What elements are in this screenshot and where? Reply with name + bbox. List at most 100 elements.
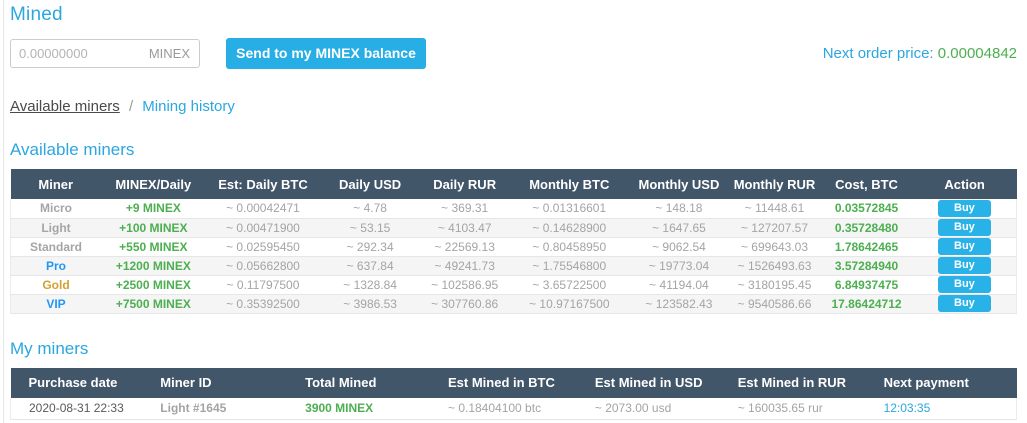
action-cell: Buy xyxy=(912,237,1017,257)
daily-rur-cell: ~ 307760.86 xyxy=(419,294,510,314)
next-order-price-label: Next order price: xyxy=(822,44,934,62)
monthly-usd-cell: ~ 19773.04 xyxy=(629,256,729,276)
minex-daily-cell: +2500 MINEX xyxy=(101,275,206,295)
page-title: Mined xyxy=(10,4,63,25)
est-btc-cell: ~ 0.18404100 btc xyxy=(429,397,577,420)
daily-usd-cell: ~ 637.84 xyxy=(320,256,420,276)
est-rur-cell: ~ 160035.65 rur xyxy=(719,397,866,420)
daily-usd-cell: ~ 3986.53 xyxy=(320,294,420,314)
monthly-btc-cell: ~ 0.14628900 xyxy=(509,218,630,238)
action-cell: Buy xyxy=(912,218,1017,238)
purchase-date-cell: 2020-08-31 22:33 xyxy=(10,397,143,420)
monthly-rur-cell: ~ 127207.57 xyxy=(728,218,821,238)
action-cell: Buy xyxy=(912,294,1017,314)
column-header-miner-id: Miner ID xyxy=(142,367,288,398)
column-header-daily-rur: Daily RUR xyxy=(419,169,510,199)
column-header-monthly-usd: Monthly USD xyxy=(629,169,729,199)
next-payment-cell: 12:03:35 xyxy=(865,397,1017,420)
send-balance-button[interactable]: Send to my MINEX balance xyxy=(226,37,426,69)
available-miners-table: Miner MINEX/Daily Est: Daily BTC Daily U… xyxy=(10,169,1017,314)
daily-usd-cell: ~ 4.78 xyxy=(320,199,420,219)
daily-usd-cell: ~ 292.34 xyxy=(320,237,420,257)
available-miners-header-row: Miner MINEX/Daily Est: Daily BTC Daily U… xyxy=(10,169,1017,199)
column-header-action: Action xyxy=(912,169,1017,199)
monthly-usd-cell: ~ 148.18 xyxy=(629,199,729,219)
page-left-edge xyxy=(3,0,4,423)
minex-daily-cell: +100 MINEX xyxy=(101,218,206,238)
daily-btc-cell: ~ 0.00042471 xyxy=(205,199,321,219)
column-header-daily-btc: Est: Daily BTC xyxy=(205,169,321,199)
daily-btc-cell: ~ 0.02595450 xyxy=(205,237,321,257)
column-header-daily-usd: Daily USD xyxy=(320,169,420,199)
miner-name-cell: Pro xyxy=(10,256,102,276)
miner-row: Light +100 MINEX ~ 0.00471900 ~ 53.15 ~ … xyxy=(10,218,1017,238)
monthly-usd-cell: ~ 1647.65 xyxy=(629,218,729,238)
currency-suffix: MINEX xyxy=(148,45,190,61)
miner-name-cell: Gold xyxy=(10,275,102,295)
my-miners-header-row: Purchase date Miner ID Total Mined Est M… xyxy=(10,367,1017,398)
cost-btc-cell: 3.57284940 xyxy=(820,256,913,276)
monthly-rur-cell: ~ 699643.03 xyxy=(728,237,821,257)
monthly-btc-cell: ~ 0.01316601 xyxy=(509,199,630,219)
monthly-btc-cell: ~ 0.80458950 xyxy=(509,237,630,257)
monthly-rur-cell: ~ 9540586.66 xyxy=(728,294,821,314)
monthly-usd-cell: ~ 123582.43 xyxy=(629,294,729,314)
buy-button[interactable]: Buy xyxy=(938,199,991,217)
est-usd-cell: ~ 2073.00 usd xyxy=(576,397,720,420)
monthly-usd-cell: ~ 9062.54 xyxy=(629,237,729,257)
next-order-price: Next order price: 0.00004842 xyxy=(823,45,1017,62)
miner-name-cell: Micro xyxy=(10,199,102,219)
minex-daily-cell: +7500 MINEX xyxy=(101,294,206,314)
amount-input-box: MINEX xyxy=(10,38,200,68)
my-miner-row: 2020-08-31 22:33 Light #1645 3900 MINEX … xyxy=(10,397,1017,420)
column-header-total-mined: Total Mined xyxy=(287,367,430,398)
column-header-est-rur: Est Mined in RUR xyxy=(719,367,866,398)
daily-btc-cell: ~ 0.05662800 xyxy=(205,256,321,276)
daily-rur-cell: ~ 369.31 xyxy=(419,199,510,219)
minex-daily-cell: +550 MINEX xyxy=(101,237,206,257)
monthly-btc-cell: ~ 10.97167500 xyxy=(509,294,630,314)
daily-btc-cell: ~ 0.35392500 xyxy=(205,294,321,314)
column-header-next-payment: Next payment xyxy=(865,367,1017,398)
cost-btc-cell: 6.84937475 xyxy=(820,275,913,295)
daily-usd-cell: ~ 53.15 xyxy=(320,218,420,238)
buy-button[interactable]: Buy xyxy=(938,219,991,236)
cost-btc-cell: 17.86424712 xyxy=(820,294,913,314)
monthly-usd-cell: ~ 41194.04 xyxy=(629,275,729,295)
column-header-purchase-date: Purchase date xyxy=(10,367,143,398)
miner-row: Gold +2500 MINEX ~ 0.11797500 ~ 1328.84 … xyxy=(10,275,1017,295)
miner-row: VIP +7500 MINEX ~ 0.35392500 ~ 3986.53 ~… xyxy=(10,294,1017,314)
my-miners-table: Purchase date Miner ID Total Mined Est M… xyxy=(10,367,1017,420)
action-cell: Buy xyxy=(912,199,1017,219)
daily-usd-cell: ~ 1328.84 xyxy=(320,275,420,295)
daily-btc-cell: ~ 0.00471900 xyxy=(205,218,321,238)
buy-button[interactable]: Buy xyxy=(938,276,991,293)
miners-nav: Available miners / Mining history xyxy=(10,98,1017,115)
buy-button[interactable]: Buy xyxy=(938,295,991,312)
miner-row: Pro +1200 MINEX ~ 0.05662800 ~ 637.84 ~ … xyxy=(10,256,1017,276)
monthly-btc-cell: ~ 3.65722500 xyxy=(509,275,630,295)
nav-available-miners-link[interactable]: Available miners xyxy=(10,98,120,115)
column-header-miner: Miner xyxy=(10,169,102,199)
miner-row: Standard +550 MINEX ~ 0.02595450 ~ 292.3… xyxy=(10,237,1017,257)
column-header-minex-daily: MINEX/Daily xyxy=(101,169,206,199)
minex-daily-cell: +9 MINEX xyxy=(101,199,206,219)
miner-id-cell: Light #1645 xyxy=(142,397,288,420)
column-header-cost-btc: Cost, BTC xyxy=(820,169,913,199)
amount-input[interactable] xyxy=(11,45,149,61)
monthly-rur-cell: ~ 3180195.45 xyxy=(728,275,821,295)
nav-mining-history-link[interactable]: Mining history xyxy=(142,98,235,115)
buy-button[interactable]: Buy xyxy=(938,257,991,274)
daily-rur-cell: ~ 102586.95 xyxy=(419,275,510,295)
monthly-rur-cell: ~ 1526493.63 xyxy=(728,256,821,276)
minex-daily-cell: +1200 MINEX xyxy=(101,256,206,276)
daily-btc-cell: ~ 0.11797500 xyxy=(205,275,321,295)
cost-btc-cell: 0.03572845 xyxy=(820,199,913,219)
buy-button[interactable]: Buy xyxy=(938,238,991,255)
column-header-est-usd: Est Mined in USD xyxy=(576,367,720,398)
miner-row: Micro +9 MINEX ~ 0.00042471 ~ 4.78 ~ 369… xyxy=(10,199,1017,219)
nav-separator: / xyxy=(128,98,134,115)
daily-rur-cell: ~ 49241.73 xyxy=(419,256,510,276)
next-order-price-value: 0.00004842 xyxy=(937,44,1017,62)
